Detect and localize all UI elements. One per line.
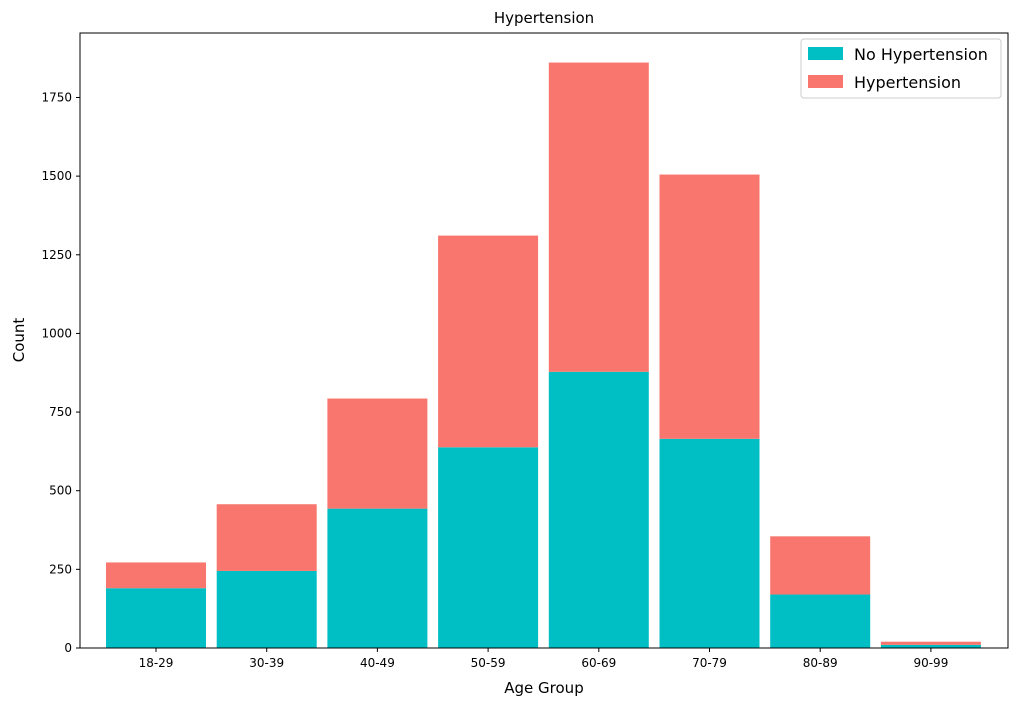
- y-tick-label: 1250: [41, 248, 72, 262]
- bar-no-hypertension-90-99: [880, 644, 981, 648]
- y-axis-label: Count: [10, 318, 28, 363]
- bar-hypertension-40-49: [327, 398, 428, 509]
- bar-hypertension-80-89: [770, 536, 871, 595]
- bar-hypertension-90-99: [880, 641, 981, 645]
- x-tick-label: 60-69: [581, 656, 616, 670]
- y-axis: 0 250 500 750 1000 1250 1500 1750: [41, 90, 80, 655]
- bar-no-hypertension-18-29: [106, 588, 206, 648]
- x-tick-label: 90-99: [913, 656, 948, 670]
- y-tick-label: 1000: [41, 326, 72, 340]
- x-tick-label: 30-39: [249, 656, 284, 670]
- bar-no-hypertension-40-49: [327, 508, 428, 648]
- y-tick-label: 1750: [41, 90, 72, 104]
- bar-no-hypertension-70-79: [659, 438, 760, 648]
- legend-label-hypertension: Hypertension: [854, 73, 961, 92]
- bar-no-hypertension-60-69: [548, 371, 649, 648]
- bar-no-hypertension-30-39: [216, 570, 317, 648]
- legend-swatch-no-hypertension: [808, 47, 843, 60]
- y-tick-label: 250: [49, 562, 72, 576]
- legend-label-no-hypertension: No Hypertension: [854, 45, 988, 64]
- y-tick-label: 500: [49, 484, 72, 498]
- x-tick-label: 80-89: [803, 656, 838, 670]
- x-tick-label: 40-49: [360, 656, 395, 670]
- x-tick-label: 50-59: [471, 656, 506, 670]
- bar-no-hypertension-50-59: [438, 447, 539, 648]
- bar-hypertension-50-59: [438, 235, 539, 448]
- plot-frame: [79, 32, 1009, 649]
- x-tick-label: 70-79: [692, 656, 727, 670]
- legend-box: [800, 38, 1002, 99]
- bar-no-hypertension-80-89: [770, 594, 871, 648]
- chart-title: Hypertension: [494, 9, 594, 27]
- legend-swatch-hypertension: [808, 75, 843, 88]
- x-axis-label: Age Group: [504, 679, 583, 697]
- bar-hypertension-30-39: [216, 504, 317, 571]
- bars-group: [106, 62, 981, 648]
- bar-hypertension-18-29: [106, 562, 206, 589]
- legend: No Hypertension Hypertension: [800, 38, 1002, 99]
- x-axis: 18-29 30-39 40-49 50-59 60-69 70-79 80-89 90-99: [139, 648, 948, 670]
- y-tick-label: 1500: [41, 169, 72, 183]
- bar-hypertension-70-79: [659, 174, 760, 439]
- y-tick-label: 750: [49, 405, 72, 419]
- x-tick-label: 18-29: [139, 656, 174, 670]
- bar-hypertension-60-69: [548, 62, 649, 372]
- y-tick-label: 0: [64, 641, 72, 655]
